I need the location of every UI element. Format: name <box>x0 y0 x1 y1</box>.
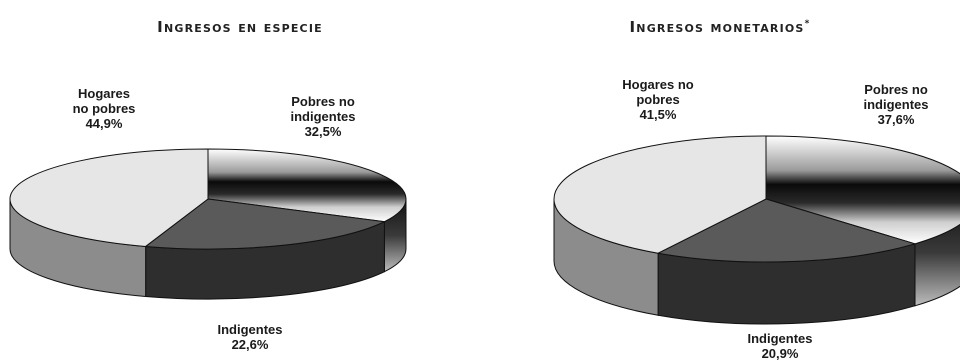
pie-slice-indigentes <box>144 198 387 250</box>
pie-chart-monetarios <box>553 135 960 325</box>
slice-label-indigentes: Indigentes 20,9% <box>747 331 813 361</box>
slice-label-pobres-no-indigentes: Pobres no indigentes 37,6% <box>863 82 929 127</box>
slice-label-indigentes: Indigentes 22,6% <box>217 322 283 352</box>
chart-panel-especie: Ingresos en especie Hogares no pobres 44… <box>9 18 407 352</box>
pie-tops <box>553 135 960 263</box>
pie-sides <box>553 198 960 325</box>
slice-label-pobres-no-indigentes: Pobres no indigentes 32,5% <box>290 94 356 139</box>
pie-slice-pobres-no-indigentes <box>765 135 960 245</box>
pie-slice-indigentes <box>656 198 917 263</box>
pie-slice-hogares-no-pobres <box>553 135 767 254</box>
pie-tops <box>9 148 407 250</box>
slice-label-hogares-no-pobres: Hogares no pobres 41,5% <box>622 77 694 122</box>
chart-title: Ingresos en especie <box>157 18 323 36</box>
pie-chart-especie <box>9 148 407 300</box>
slice-label-hogares-no-pobres: Hogares no pobres 44,9% <box>72 86 136 131</box>
chart-panel-monetarios: Ingresos monetarios* Hogares no pobres 4… <box>480 0 960 363</box>
chart-title: Ingresos monetarios* <box>629 18 811 36</box>
pie-slice-pobres-no-indigentes <box>207 148 407 223</box>
pie-slice-hogares-no-pobres <box>9 148 209 247</box>
